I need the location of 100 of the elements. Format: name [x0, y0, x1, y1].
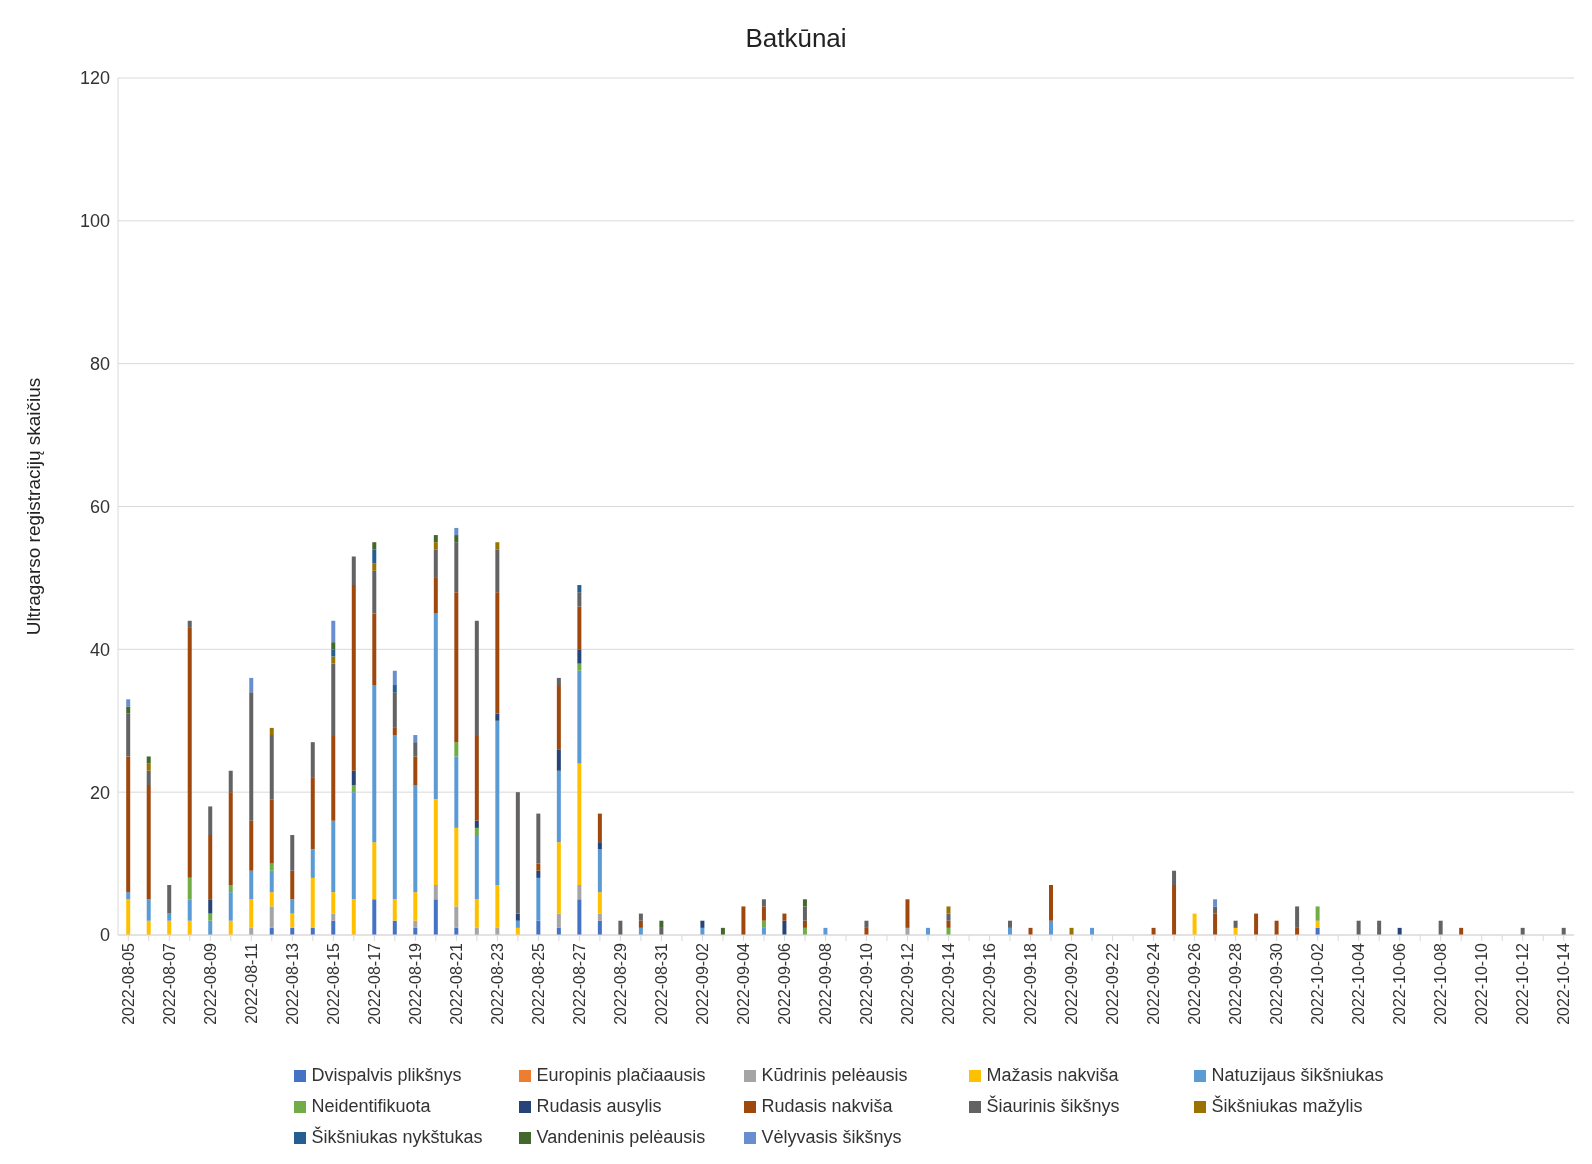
bar — [167, 920, 172, 935]
bar — [946, 906, 951, 914]
bar — [946, 920, 951, 928]
x-tick-label: 2022-08-21 — [447, 942, 465, 1025]
bar — [474, 620, 479, 736]
x-tick-label: 2022-08-13 — [283, 942, 301, 1025]
bar — [392, 920, 397, 935]
bar — [536, 920, 541, 935]
y-tick-label: 80 — [89, 354, 110, 375]
x-tick-label: 2022-09-08 — [816, 942, 834, 1025]
bar — [331, 892, 336, 914]
bar — [946, 913, 951, 921]
bar — [454, 827, 459, 907]
bar — [454, 906, 459, 928]
bar — [1049, 920, 1054, 935]
x-tick-label: 2022-09-10 — [857, 942, 875, 1025]
bar — [187, 627, 192, 878]
bar — [126, 706, 131, 714]
chart-title: Batkūnai — [744, 22, 848, 55]
bar — [802, 906, 807, 921]
legend-label: Kūdrinis pelėausis — [761, 1065, 908, 1086]
bar — [331, 656, 336, 664]
bar — [905, 899, 910, 928]
legend-label: Rudasis nakviša — [761, 1096, 893, 1117]
bar — [1172, 885, 1177, 935]
bar — [249, 899, 254, 928]
bar — [495, 542, 500, 550]
bar — [556, 770, 561, 843]
bar — [413, 920, 418, 928]
bar — [372, 613, 377, 686]
bar — [249, 820, 254, 871]
x-tick-label: 2022-10-12 — [1514, 942, 1532, 1025]
bar — [1315, 920, 1320, 928]
bar — [577, 899, 582, 935]
bar — [351, 785, 356, 793]
legend-label: Vėlyvasis šikšnys — [761, 1127, 902, 1148]
bar — [577, 670, 582, 764]
bar — [290, 835, 295, 871]
bar — [1315, 906, 1320, 921]
bar — [1295, 906, 1300, 928]
bar — [454, 592, 459, 743]
bar — [331, 663, 336, 736]
bar — [351, 556, 356, 586]
bar — [1213, 906, 1218, 914]
bar — [1192, 913, 1197, 935]
x-tick-label: 2022-08-09 — [201, 942, 219, 1025]
x-tick-label: 2022-08-27 — [570, 942, 588, 1025]
x-tick-label: 2022-08-29 — [611, 942, 629, 1025]
bar — [495, 592, 500, 714]
bar — [392, 685, 397, 693]
bar — [474, 899, 479, 928]
bar — [618, 920, 623, 935]
bar — [331, 620, 336, 643]
x-tick-label: 2022-10-14 — [1555, 942, 1573, 1025]
bar — [372, 842, 377, 900]
bar — [1213, 899, 1218, 907]
bar — [577, 606, 582, 650]
bar — [372, 542, 377, 550]
bar — [187, 899, 192, 921]
bar — [864, 920, 869, 928]
x-tick-label: 2022-09-26 — [1185, 942, 1203, 1025]
bar — [208, 913, 213, 921]
bar — [372, 563, 377, 571]
bar — [1377, 920, 1382, 935]
bar — [310, 877, 315, 928]
x-tick-label: 2022-08-25 — [529, 942, 547, 1025]
x-tick-label: 2022-08-19 — [406, 942, 424, 1025]
bar — [597, 849, 602, 893]
bar — [1172, 870, 1177, 886]
bar — [577, 649, 582, 664]
bar — [638, 920, 643, 928]
bar — [495, 549, 500, 593]
bar — [433, 577, 438, 614]
bar — [126, 699, 131, 707]
bar — [433, 613, 438, 800]
x-tick-label: 2022-09-06 — [775, 942, 793, 1025]
bar — [187, 620, 192, 628]
bar — [167, 913, 172, 921]
legend-label: Šikšniukas mažylis — [1211, 1096, 1363, 1117]
x-tick-label: 2022-08-17 — [365, 942, 383, 1025]
x-tick-label: 2022-09-24 — [1144, 942, 1162, 1025]
x-tick-label: 2022-09-18 — [1021, 942, 1039, 1025]
x-tick-label: 2022-10-04 — [1350, 942, 1368, 1025]
bar — [228, 920, 233, 935]
bar — [372, 549, 377, 564]
bar — [474, 835, 479, 900]
x-tick-label: 2022-09-14 — [939, 942, 957, 1025]
bar — [331, 649, 336, 657]
bar — [331, 820, 336, 893]
bar — [269, 727, 274, 736]
x-tick-label: 2022-08-15 — [324, 942, 342, 1025]
bar — [290, 870, 295, 900]
bar — [556, 685, 561, 750]
x-tick-label: 2022-08-23 — [488, 942, 506, 1025]
bar — [392, 735, 397, 900]
bar — [454, 756, 459, 828]
bar — [1438, 920, 1443, 935]
bar — [269, 799, 274, 864]
x-tick-label: 2022-10-08 — [1432, 942, 1450, 1025]
bar — [146, 785, 151, 900]
